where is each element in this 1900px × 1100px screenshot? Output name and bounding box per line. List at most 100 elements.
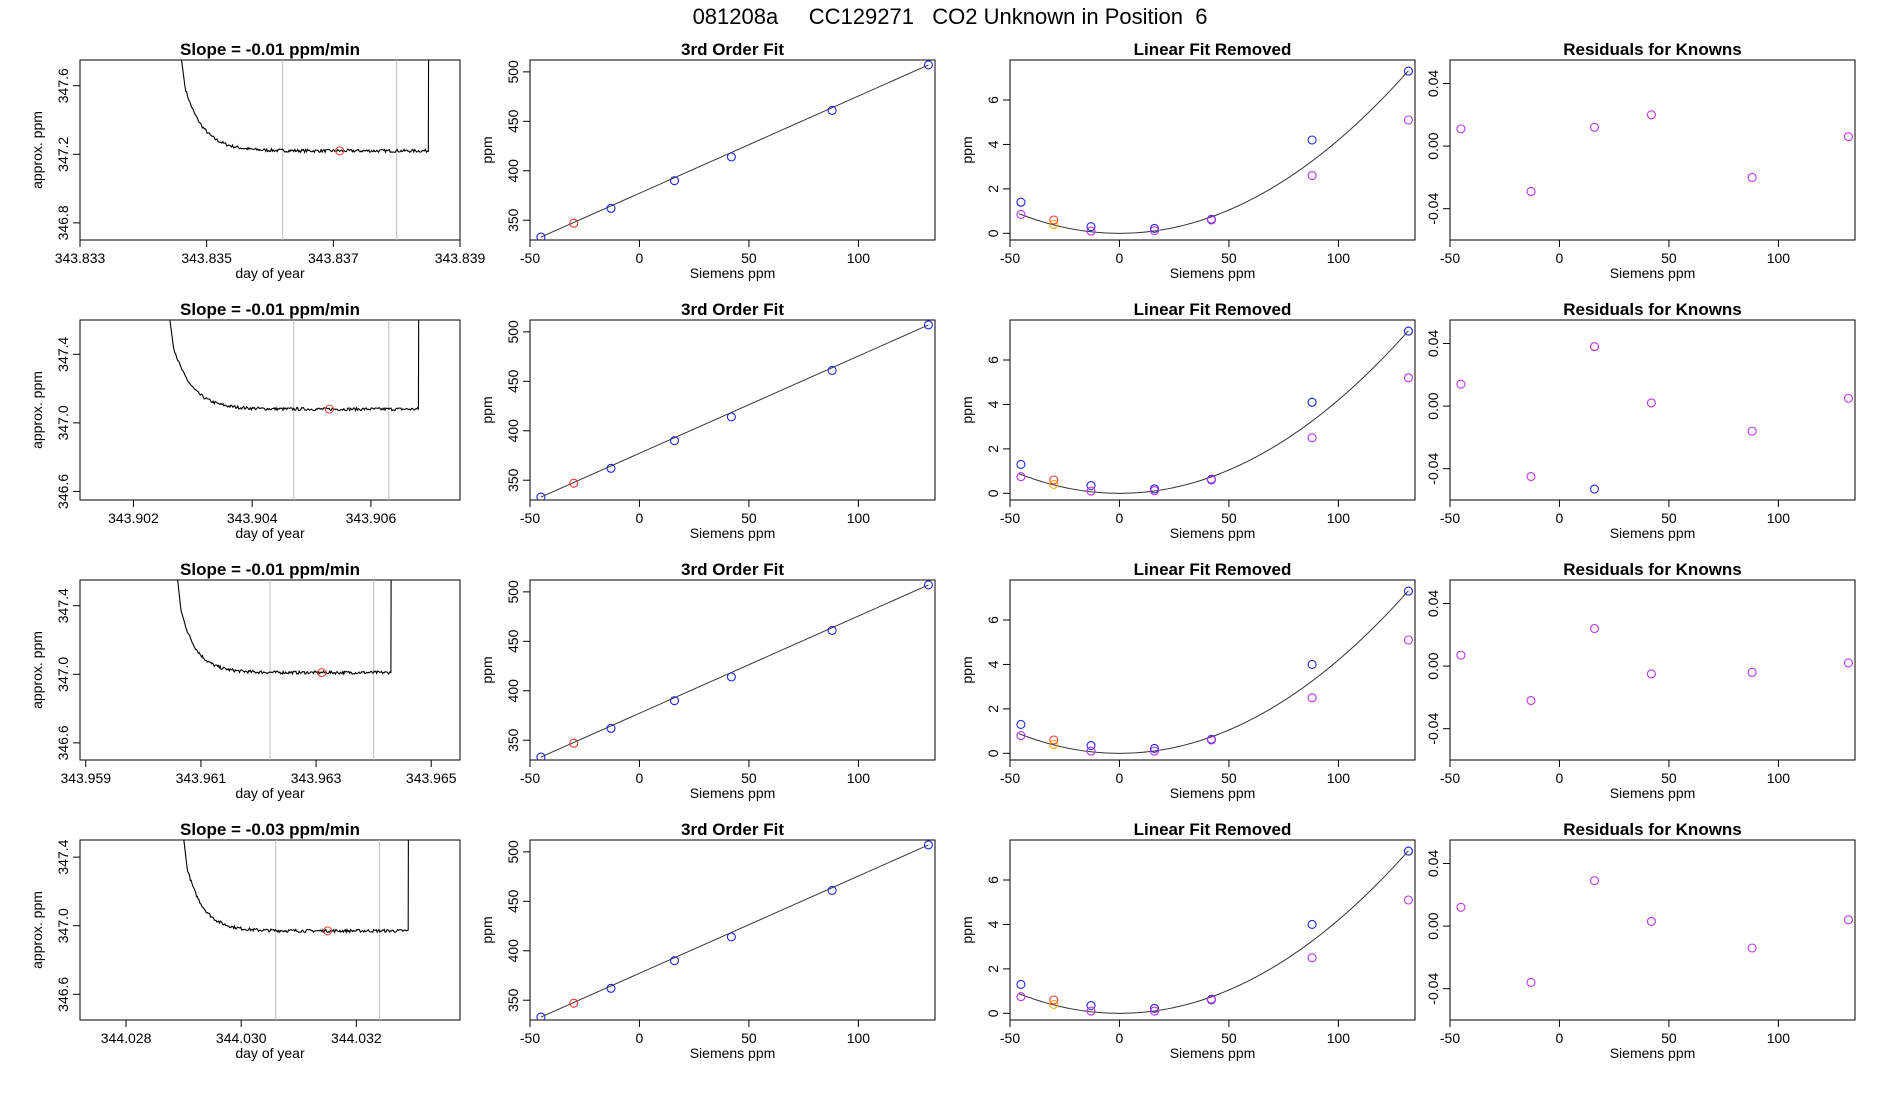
y-tick-label: 500: [505, 580, 521, 604]
data-point: [1307, 693, 1317, 703]
data-point: [1307, 659, 1317, 669]
x-tick-label: 100: [1327, 250, 1351, 266]
data-point: [1149, 1006, 1160, 1016]
x-axis-label: Siemens ppm: [1170, 265, 1256, 281]
data-point: [606, 983, 616, 993]
panel-title: Slope = -0.01 ppm/min: [180, 300, 360, 319]
y-tick-label: 0.04: [1425, 70, 1441, 97]
data-point: [923, 320, 933, 330]
trace-line: [177, 580, 392, 676]
data-point: [1016, 979, 1026, 989]
data-point: [1403, 586, 1413, 596]
data-point: [1016, 209, 1026, 219]
data-point: [1403, 326, 1413, 336]
data-point: [726, 672, 736, 682]
data-point: [1843, 132, 1853, 142]
data-point: [1747, 667, 1757, 677]
x-tick-label: -50: [520, 1030, 540, 1046]
mean-point: [317, 668, 327, 678]
x-tick-label: 0: [1556, 510, 1564, 526]
y-tick-label: 346.6: [55, 725, 71, 760]
data-point: [1589, 876, 1600, 886]
panel-title: Slope = -0.03 ppm/min: [180, 820, 360, 839]
panel-linrem-row1: Linear Fit Removed -50 0 50 100 Siemens ppm 0 2…: [959, 40, 1416, 281]
y-tick-label: -0.04: [1425, 713, 1441, 745]
y-tick-label: 400: [505, 679, 521, 703]
panel-title: Residuals for Knowns: [1563, 300, 1742, 319]
data-point: [1747, 943, 1757, 953]
data-point: [1526, 695, 1536, 706]
data-point: [1016, 197, 1026, 207]
plot-frame: [529, 59, 936, 241]
data-point: [1526, 186, 1536, 197]
y-tick-label: 2: [985, 445, 1001, 453]
panel-title: Linear Fit Removed: [1134, 40, 1292, 59]
panel-title: Linear Fit Removed: [1134, 300, 1292, 319]
y-tick-label: 2: [985, 185, 1001, 193]
data-point: [1049, 215, 1059, 225]
data-point: [1403, 846, 1413, 856]
data-point: [1403, 373, 1413, 383]
x-tick-label: 0: [1116, 250, 1124, 266]
data-point: [1456, 650, 1466, 660]
x-tick-label: 100: [847, 510, 871, 526]
panel-resid-row1: Residuals for Knowns -50 0 50 100 Siemens ppm…: [1425, 40, 1856, 281]
y-tick-label: 350: [505, 208, 521, 232]
panel-fit-row3: 3rd Order Fit -50 0 50 100 Siemens ppm 350 400 4…: [479, 560, 936, 801]
x-tick-label: 0: [636, 770, 644, 786]
plot-frame: [79, 59, 461, 241]
plot-frame: [1449, 59, 1856, 241]
y-tick-label: 450: [505, 109, 521, 133]
panel-linrem-row2: Linear Fit Removed -50 0 50 100 Siemens ppm 0 2…: [959, 300, 1416, 541]
panel-title: Residuals for Knowns: [1563, 40, 1742, 59]
y-tick-label: 0.00: [1425, 132, 1441, 159]
x-tick-label: 50: [741, 770, 757, 786]
panel-title: Linear Fit Removed: [1134, 560, 1292, 579]
panel-trace-row4: Slope = -0.03 ppm/min 344.028 344.030 344.0…: [29, 820, 461, 1061]
panel-trace-row2: Slope = -0.01 ppm/min 343.902 343.904 343.9…: [29, 300, 461, 541]
data-point: [1086, 741, 1096, 751]
panel-title: Residuals for Knowns: [1563, 820, 1742, 839]
panel-title: 3rd Order Fit: [681, 40, 784, 59]
x-tick-label: 100: [1327, 1030, 1351, 1046]
x-tick-label: 343.837: [308, 250, 359, 266]
y-tick-label: 500: [505, 60, 521, 84]
data-point: [1526, 977, 1536, 987]
data-layer: [1456, 623, 1853, 706]
fit-curve: [1018, 850, 1409, 1014]
y-tick-label: 500: [505, 320, 521, 344]
data-point: [1016, 459, 1026, 469]
data-point: [1307, 433, 1317, 443]
x-tick-label: 0: [1556, 770, 1564, 786]
x-tick-label: -50: [1440, 770, 1460, 786]
data-point: [1049, 999, 1059, 1009]
data-point: [1403, 115, 1413, 125]
data-point: [1589, 122, 1600, 132]
y-tick-label: 346.6: [55, 474, 71, 509]
x-tick-label: 100: [1327, 510, 1351, 526]
y-tick-label: 350: [505, 988, 521, 1012]
panel-trace-row1: Slope = -0.01 ppm/min 343.833 343.835 343.8…: [29, 40, 486, 281]
y-tick-label: 0: [985, 229, 1001, 237]
data-point: [1589, 342, 1600, 352]
x-tick-label: -50: [520, 770, 540, 786]
data-point: [1049, 475, 1059, 485]
data-point: [827, 885, 837, 895]
y-tick-label: 0.04: [1425, 330, 1441, 357]
y-tick-label: 346.8: [55, 205, 71, 240]
data-point: [726, 412, 736, 422]
data-point: [1016, 731, 1026, 741]
y-tick-label: 500: [505, 840, 521, 864]
y-tick-label: 347.0: [55, 405, 71, 440]
panel-fit-row2: 3rd Order Fit -50 0 50 100 Siemens ppm 350 400 4…: [479, 300, 936, 541]
y-tick-label: 0: [985, 749, 1001, 757]
data-point: [606, 203, 616, 213]
y-tick-label: 347.4: [55, 588, 71, 623]
panel-fit-row4: 3rd Order Fit -50 0 50 100 Siemens ppm 350 400 4…: [479, 820, 936, 1061]
data-point: [1149, 1003, 1160, 1013]
data-point: [726, 932, 736, 942]
x-tick-label: -50: [1000, 250, 1020, 266]
x-tick-label: 100: [847, 250, 871, 266]
data-point: [1049, 739, 1059, 749]
x-tick-label: 344.030: [216, 1030, 267, 1046]
